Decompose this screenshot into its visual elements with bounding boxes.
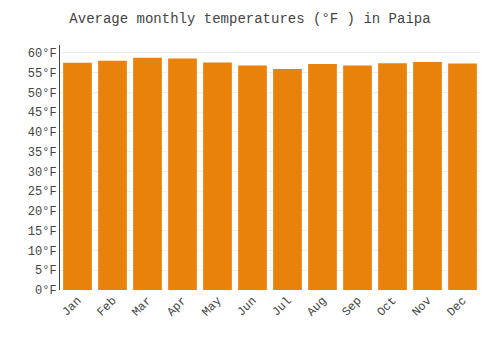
svg-text:20°F: 20°F	[28, 205, 57, 219]
svg-text:Sep: Sep	[339, 294, 364, 319]
svg-text:Dec: Dec	[444, 294, 469, 319]
svg-text:45°F: 45°F	[28, 106, 57, 120]
svg-text:Nov: Nov	[409, 294, 434, 319]
svg-text:55°F: 55°F	[28, 67, 57, 81]
svg-text:Jun: Jun	[234, 294, 259, 319]
svg-text:May: May	[199, 294, 224, 319]
svg-text:Average monthly temperatures (: Average monthly temperatures (°F ) in Pa…	[69, 11, 430, 27]
svg-text:Feb: Feb	[94, 294, 119, 319]
svg-text:Oct: Oct	[374, 294, 399, 319]
svg-text:0°F: 0°F	[35, 284, 57, 298]
svg-text:Aug: Aug	[304, 294, 329, 319]
svg-text:60°F: 60°F	[28, 47, 57, 61]
svg-text:40°F: 40°F	[28, 126, 57, 140]
svg-text:35°F: 35°F	[28, 146, 57, 160]
svg-text:10°F: 10°F	[28, 245, 57, 259]
svg-text:Jan: Jan	[59, 294, 84, 319]
svg-text:Jul: Jul	[269, 294, 294, 319]
svg-text:5°F: 5°F	[35, 264, 57, 278]
svg-text:30°F: 30°F	[28, 166, 57, 180]
svg-text:Apr: Apr	[164, 294, 189, 319]
svg-text:25°F: 25°F	[28, 185, 57, 199]
svg-text:Mar: Mar	[129, 294, 154, 319]
svg-text:15°F: 15°F	[28, 225, 57, 239]
svg-text:50°F: 50°F	[28, 87, 57, 101]
